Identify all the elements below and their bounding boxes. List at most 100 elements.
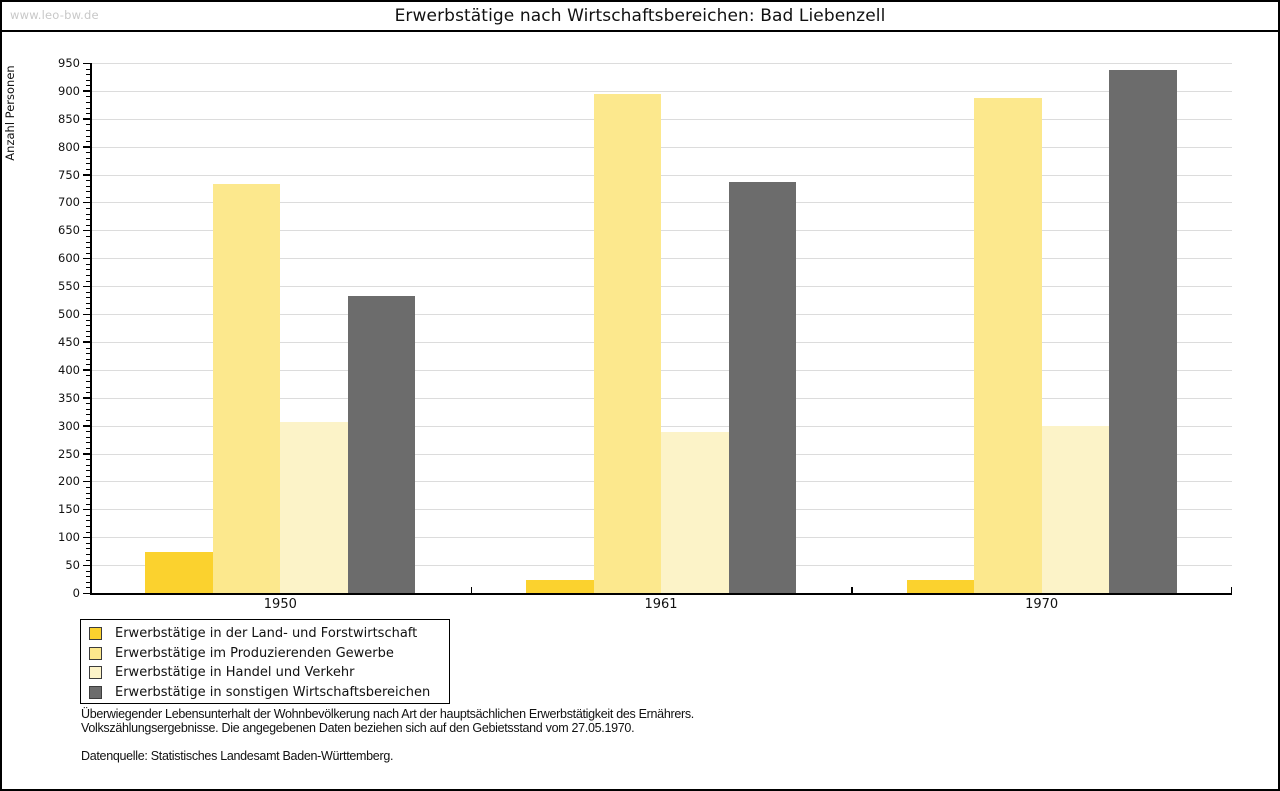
y-major-tick-350 xyxy=(83,397,90,399)
bar-1961-series-2 xyxy=(593,93,661,593)
x-axis-group-tick xyxy=(470,587,473,593)
y-major-tick-550 xyxy=(83,285,90,288)
y-minor-tick xyxy=(86,124,90,126)
legend-label: Erwerbstätige in Handel und Verkehr xyxy=(115,665,355,681)
gridline-y-300 xyxy=(91,425,1232,427)
y-major-tick-650 xyxy=(83,229,90,232)
y-minor-tick xyxy=(86,548,90,550)
x-category-label: 1961 xyxy=(644,597,678,612)
y-minor-tick xyxy=(86,353,90,355)
y-minor-tick xyxy=(86,113,90,115)
watermark-url: www.leo-bw.de xyxy=(10,8,99,22)
y-tick-label-50: 50 xyxy=(65,558,80,573)
y-minor-tick xyxy=(86,526,90,528)
gridline-y-950 xyxy=(91,63,1232,64)
y-minor-tick xyxy=(86,280,90,282)
y-tick-label-650: 650 xyxy=(58,223,80,238)
footnote-line-1: Überwiegender Lebensunterhalt der Wohnbe… xyxy=(81,707,694,721)
bar-1961-series-3 xyxy=(661,431,729,593)
y-minor-tick xyxy=(86,520,90,522)
x-category-label: 1970 xyxy=(1025,597,1059,612)
y-minor-tick xyxy=(86,163,90,165)
legend-swatch-icon xyxy=(89,627,102,641)
y-tick-label-600: 600 xyxy=(58,251,80,266)
gridline-y-850 xyxy=(91,118,1232,120)
y-tick-label-100: 100 xyxy=(58,530,80,545)
y-major-tick-450 xyxy=(83,341,90,343)
y-minor-tick xyxy=(86,302,90,304)
y-minor-tick xyxy=(86,129,90,131)
y-minor-tick xyxy=(86,576,90,578)
y-tick-label-350: 350 xyxy=(58,390,80,405)
y-minor-tick xyxy=(86,325,90,327)
y-major-tick-750 xyxy=(83,174,90,176)
y-minor-tick xyxy=(86,79,90,81)
x-axis-end-tick xyxy=(1230,587,1232,593)
y-minor-tick xyxy=(86,414,90,416)
y-tick-label-0: 0 xyxy=(72,586,80,600)
y-minor-tick xyxy=(86,319,90,321)
y-major-tick-600 xyxy=(83,257,90,260)
y-minor-tick xyxy=(86,102,90,104)
legend-row-2: Erwerbstätige im Produzierenden Gewerbe xyxy=(89,644,449,664)
bar-1950-series-4 xyxy=(347,295,416,593)
y-minor-tick xyxy=(86,180,90,182)
y-minor-tick xyxy=(86,436,90,438)
y-minor-tick xyxy=(86,157,90,159)
y-major-tick-250 xyxy=(83,453,90,455)
y-minor-tick xyxy=(86,431,90,433)
gridline-y-750 xyxy=(91,174,1232,176)
y-minor-tick xyxy=(86,581,90,583)
y-major-tick-0 xyxy=(83,592,90,594)
x-axis-group-tick xyxy=(851,587,853,593)
legend-label: Erwerbstätige in sonstigen Wirtschaftsbe… xyxy=(115,684,431,700)
gridline-y-700 xyxy=(91,202,1232,204)
y-minor-tick xyxy=(86,185,90,187)
y-minor-tick xyxy=(86,330,90,332)
y-minor-tick xyxy=(86,247,90,249)
gridline-y-400 xyxy=(91,369,1232,371)
y-minor-tick xyxy=(86,392,90,394)
gridline-y-900 xyxy=(91,90,1232,92)
y-major-tick-800 xyxy=(83,146,90,148)
y-tick-label-300: 300 xyxy=(58,418,80,433)
y-minor-tick xyxy=(86,498,90,500)
y-major-tick-950 xyxy=(83,62,90,64)
bar-1961-series-1 xyxy=(526,579,594,593)
y-minor-tick xyxy=(86,514,90,516)
y-minor-tick xyxy=(86,213,90,215)
y-minor-tick xyxy=(86,487,90,488)
y-minor-tick xyxy=(86,470,90,472)
footnote-line-2: Volkszählungsergebnisse. Die angegebenen… xyxy=(81,721,635,735)
legend-swatch-icon xyxy=(89,685,102,699)
chart-header: www.leo-bw.de Erwerbstätige nach Wirtsch… xyxy=(2,2,1278,32)
y-minor-tick xyxy=(86,475,90,477)
y-minor-tick xyxy=(86,224,90,226)
bar-1961-series-4 xyxy=(728,182,796,593)
y-minor-tick xyxy=(86,420,90,422)
y-minor-tick xyxy=(86,375,90,377)
y-minor-tick xyxy=(86,347,90,349)
y-minor-tick xyxy=(86,68,90,70)
y-minor-tick xyxy=(86,442,90,444)
y-minor-tick xyxy=(86,408,90,410)
legend-row-4: Erwerbstätige in sonstigen Wirtschaftsbe… xyxy=(89,683,449,703)
y-tick-label-750: 750 xyxy=(58,167,80,182)
y-minor-tick xyxy=(86,297,90,299)
gridline-y-600 xyxy=(91,258,1232,260)
legend-label: Erwerbstätige im Produzierenden Gewerbe xyxy=(115,645,394,661)
y-minor-tick xyxy=(86,96,90,98)
legend-row-3: Erwerbstätige in Handel und Verkehr xyxy=(89,663,449,683)
y-major-tick-100 xyxy=(83,536,90,539)
y-minor-tick xyxy=(86,364,90,366)
chart-title: Erwerbstätige nach Wirtschaftsbereichen:… xyxy=(394,6,886,26)
gridline-y-800 xyxy=(91,146,1232,148)
y-tick-label-700: 700 xyxy=(58,195,80,210)
y-minor-tick xyxy=(86,219,90,221)
y-tick-label-900: 900 xyxy=(58,83,80,98)
legend-swatch-icon xyxy=(89,666,102,680)
y-minor-tick xyxy=(86,492,90,494)
footnote-source: Datenquelle: Statistisches Landesamt Bad… xyxy=(81,749,394,763)
y-tick-label-500: 500 xyxy=(58,307,80,322)
